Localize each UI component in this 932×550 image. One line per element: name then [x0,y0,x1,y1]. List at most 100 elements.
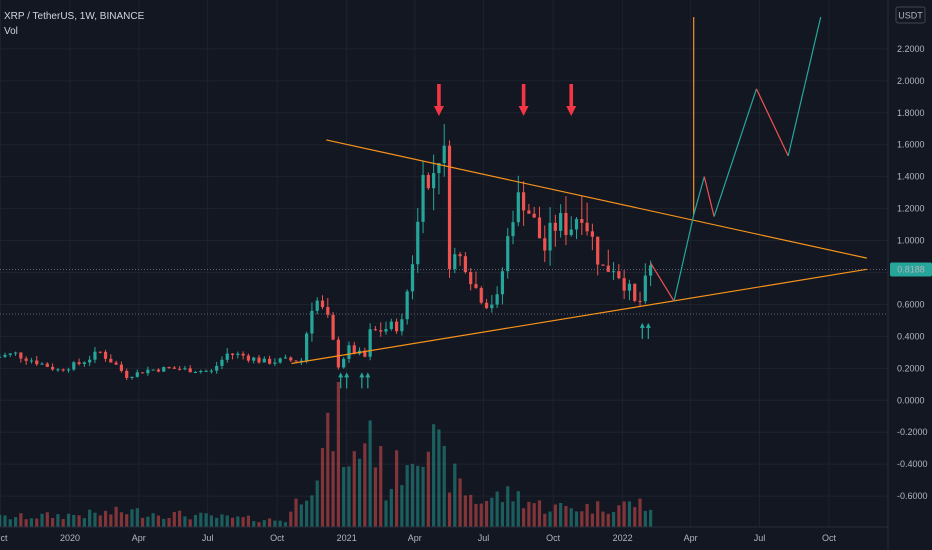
volume-bar [294,498,298,527]
candle-body [522,192,526,211]
volume-bar [267,518,272,527]
volume-bar [606,513,610,527]
time-tick-label: Oct [546,533,561,543]
currency-badge-label: USDT [898,11,923,21]
volume-bar [246,515,251,527]
volume-bar [241,517,245,527]
volume-bar [315,480,319,527]
volume-bar [204,513,208,527]
candle-body [400,319,404,332]
candle-body [537,217,542,239]
volume-bar [220,514,224,527]
candle-body [230,353,235,355]
candle-body [421,174,425,222]
volume-bar [453,463,457,527]
price-tick-label: 1.6000 [897,140,925,150]
candle-body [368,329,372,357]
volume-bar [384,500,388,527]
down-arrow-icon [518,84,529,116]
candle-body [236,353,240,355]
candle-body [463,256,467,273]
volume-bar [574,511,579,527]
candle-body [495,294,499,305]
volume-bar [527,501,531,527]
candle-body [162,367,166,372]
volume-bar [199,512,203,527]
volume-bar [373,467,378,527]
candle-body [183,368,187,370]
price-tick-label: 1.2000 [897,204,925,214]
candle-body [326,307,330,315]
volume-bar [24,519,28,527]
volume-bar [469,494,473,527]
projection-segment [673,214,695,302]
volume-bar [522,508,526,527]
volume-bar [273,520,277,527]
time-tick-label: Oct [822,533,837,543]
candle-body [601,264,605,266]
candle-body [82,362,86,364]
candle-body [331,314,335,340]
volume-bars [0,382,653,527]
volume-bar [56,514,60,527]
candle-body [490,304,494,309]
time-tick-label: Jul [478,533,490,543]
time-axis[interactable]: Oct 2020 Apr Jul Oct 2021 Apr Jul Oct 2022 Apr Jul O… [0,533,837,543]
price-tick-label: -0.4000 [897,459,928,469]
candle-body [209,370,213,372]
volume-bar [500,502,505,527]
volume-bar [479,503,483,527]
volume-bar [140,517,145,527]
volume-bar [389,488,393,527]
candle-body [389,321,393,330]
candle-body [246,355,251,361]
candle-body [363,350,367,357]
volume-bar [463,495,467,527]
volume-bar [580,511,584,527]
volume-bar [622,501,626,527]
price-tick-label: 0.2000 [897,363,925,373]
price-tick-label: 1.0000 [897,236,925,246]
current-price-label: 0.8188 [897,264,925,274]
volume-bar [257,522,261,527]
price-axis[interactable]: 2.2000 2.0000 1.8000 1.6000 1.4000 1.2000 1.00… [897,44,928,501]
volume-bar [379,445,383,527]
volume-bar [8,519,12,527]
candle-body [553,222,557,231]
projection-segment [787,16,822,157]
time-tick-label: Jul [202,533,214,543]
currency-badge[interactable]: USDT [895,6,926,24]
price-tick-label: 0.4000 [897,331,925,341]
volume-bar [363,443,367,527]
candle-body [606,265,610,272]
volume-bar [633,507,637,527]
up-arrow-icon [338,372,344,389]
candle-body [585,222,589,232]
volume-label[interactable]: Vol [4,26,18,37]
volume-bar [66,513,71,527]
symbol-line[interactable]: XRP / TetherUS, 1W, BINANCE [4,11,145,22]
price-tick-label: 1.4000 [897,172,925,182]
volume-bar [61,519,65,527]
candle-body [511,222,515,237]
candle-body [215,365,219,371]
candle-body [252,357,256,361]
candle-body [310,310,314,334]
candle-body [596,236,600,265]
volume-bar [178,510,182,527]
volume-bar [426,451,430,527]
price-tick-label: 2.0000 [897,76,925,86]
candle-body [77,362,81,364]
up-arrow-icon [359,372,365,389]
volume-bar [548,511,552,527]
candle-body [19,352,23,359]
volume-bar [82,518,86,527]
candle-body [416,221,420,265]
candle-body [469,272,473,285]
candle-body [342,358,346,368]
trendline-support [291,268,867,365]
volume-bar [215,517,219,527]
up-arrow-icon [344,372,350,389]
candle-body [479,287,483,303]
